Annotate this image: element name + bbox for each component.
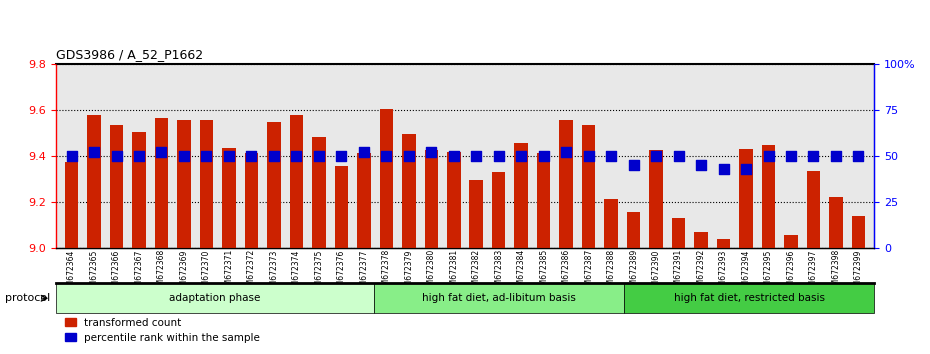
Bar xyxy=(312,137,326,248)
Bar xyxy=(178,120,191,248)
Bar xyxy=(627,212,641,248)
Bar xyxy=(784,235,798,248)
Point xyxy=(267,153,282,159)
Bar xyxy=(289,115,303,248)
Point xyxy=(761,153,776,159)
Bar xyxy=(267,122,281,248)
Bar xyxy=(402,134,416,248)
Point xyxy=(559,149,574,155)
Bar xyxy=(604,199,618,248)
Bar xyxy=(717,239,730,248)
Point xyxy=(469,153,484,159)
Bar xyxy=(806,171,820,248)
Point xyxy=(829,153,844,159)
Bar xyxy=(470,180,483,248)
Point xyxy=(289,153,304,159)
Point xyxy=(356,149,371,155)
Bar xyxy=(695,232,708,248)
Bar xyxy=(560,120,573,248)
Point xyxy=(671,153,686,159)
Bar xyxy=(110,125,124,248)
Point xyxy=(513,153,528,159)
Point xyxy=(131,153,146,159)
Point xyxy=(738,166,753,171)
Bar xyxy=(200,120,213,248)
Point xyxy=(424,149,439,155)
Point xyxy=(716,166,731,171)
Bar xyxy=(245,153,259,248)
Bar xyxy=(222,148,235,248)
Bar xyxy=(87,115,100,248)
Bar xyxy=(739,149,752,248)
Bar xyxy=(154,118,168,248)
Bar xyxy=(335,166,348,248)
Point xyxy=(64,153,79,159)
Point xyxy=(221,153,236,159)
Text: high fat diet, restricted basis: high fat diet, restricted basis xyxy=(673,293,825,303)
Bar xyxy=(762,145,776,248)
Bar xyxy=(830,197,843,248)
Point xyxy=(851,153,866,159)
Bar xyxy=(65,161,78,248)
Bar xyxy=(492,172,506,248)
Point xyxy=(177,153,192,159)
Point xyxy=(784,153,799,159)
Point xyxy=(694,162,709,168)
Legend: transformed count, percentile rank within the sample: transformed count, percentile rank withi… xyxy=(61,314,264,347)
Bar xyxy=(424,150,438,248)
Point xyxy=(446,153,461,159)
Bar xyxy=(447,152,460,248)
Bar xyxy=(537,153,551,248)
Point xyxy=(604,153,618,159)
Point xyxy=(154,149,169,155)
Bar xyxy=(379,109,393,248)
Bar xyxy=(671,218,685,248)
Point xyxy=(537,153,551,159)
Text: high fat diet, ad-libitum basis: high fat diet, ad-libitum basis xyxy=(422,293,576,303)
Point xyxy=(312,153,326,159)
Point xyxy=(648,153,663,159)
Point xyxy=(806,153,821,159)
Bar xyxy=(649,150,663,248)
Point xyxy=(86,149,101,155)
Bar xyxy=(514,143,528,248)
Bar xyxy=(582,125,595,248)
Text: adaptation phase: adaptation phase xyxy=(169,293,260,303)
Point xyxy=(199,153,214,159)
Text: protocol: protocol xyxy=(5,293,50,303)
Point xyxy=(402,153,417,159)
Point xyxy=(581,153,596,159)
Point xyxy=(109,153,124,159)
Point xyxy=(379,153,393,159)
Point xyxy=(334,153,349,159)
Text: GDS3986 / A_52_P1662: GDS3986 / A_52_P1662 xyxy=(56,48,203,61)
Point xyxy=(244,153,259,159)
Bar xyxy=(852,216,865,248)
Bar xyxy=(357,153,370,248)
Point xyxy=(491,153,506,159)
Bar xyxy=(132,132,146,248)
Point xyxy=(626,162,641,168)
